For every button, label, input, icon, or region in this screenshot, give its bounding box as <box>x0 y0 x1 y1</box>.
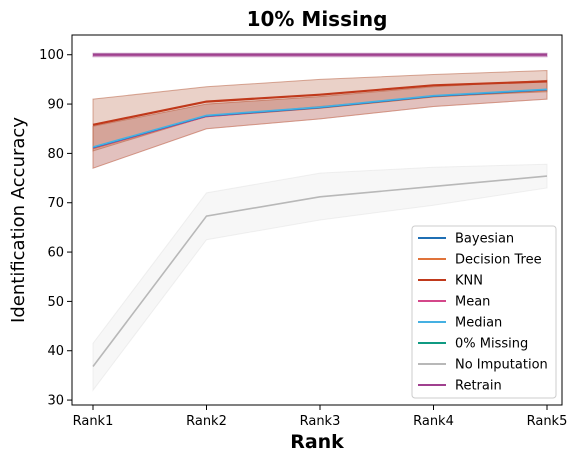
y-axis-label: Identification Accuracy <box>8 117 29 323</box>
x-tick-label: Rank5 <box>527 414 568 429</box>
legend-box <box>411 225 557 399</box>
y-tick-label: 80 <box>47 147 64 162</box>
x-tick-label: Rank2 <box>186 414 227 429</box>
x-tick-label: Rank4 <box>413 414 454 429</box>
y-tick-label: 100 <box>39 48 64 63</box>
plot-frame <box>71 34 563 406</box>
y-tick-label: 60 <box>47 246 64 261</box>
band-no-imputation <box>92 163 548 392</box>
legend-label-bayesian: Bayesian <box>455 232 514 247</box>
y-tick-label: 70 <box>47 196 64 211</box>
series-line-median <box>92 88 548 148</box>
y-tick-label: 40 <box>47 344 64 359</box>
legend-label-decision-tree: Decision Tree <box>455 253 542 268</box>
y-tick-label: 90 <box>47 98 64 113</box>
legend-label-0pct-missing: 0% Missing <box>455 337 528 352</box>
legend-label-knn: KNN <box>455 274 483 289</box>
legend: Bayesian Decision Tree KNN Mean Median 0% Mis… <box>411 225 557 399</box>
y-tick-label: 50 <box>47 295 64 310</box>
x-tick-label: Rank1 <box>73 414 114 429</box>
x-tick-label: Rank3 <box>300 414 341 429</box>
series-line-knn <box>92 80 548 126</box>
x-axis-label: Rank <box>290 431 344 453</box>
band-decision-tree <box>92 79 548 169</box>
chart-title: 10% Missing <box>247 7 388 31</box>
series-line-no-imputation <box>92 175 548 368</box>
legend-label-no-imputation: No Imputation <box>455 358 548 373</box>
y-tick-label: 30 <box>47 394 64 409</box>
legend-label-retrain: Retrain <box>455 379 502 394</box>
legend-label-mean: Mean <box>455 295 490 310</box>
legend-label-median: Median <box>455 316 502 331</box>
